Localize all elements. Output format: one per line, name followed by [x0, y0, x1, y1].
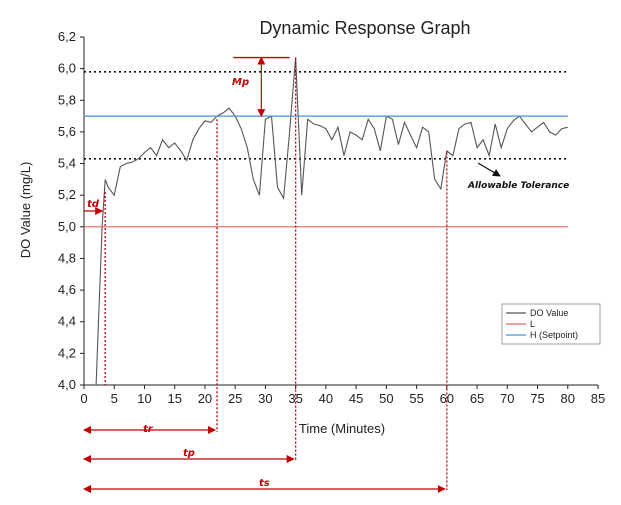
y-tick-label-3: 4,6 [58, 282, 76, 297]
mp-annotation-label: Mp [232, 77, 249, 88]
x-tick-label-14: 70 [500, 391, 514, 406]
x-tick-label-9: 45 [349, 391, 363, 406]
x-tick-label-2: 10 [137, 391, 151, 406]
tr-annotation-label: tr [143, 424, 154, 435]
y-tick-label-10: 6,0 [58, 61, 76, 76]
y-tick-label-11: 6,2 [58, 29, 76, 44]
td-annotation-label: td [87, 199, 100, 210]
plot-area: 0 5 10 15 20 25 30 35 40 45 50 55 60 65 70 75 80 854,04,2… [58, 29, 605, 493]
legend-label-h-setpoint: H (Setpoint) [530, 330, 578, 340]
legend-label-l: L [530, 319, 535, 329]
x-axis-label: Time (Minutes) [299, 421, 385, 436]
series-line-do-value [95, 57, 568, 386]
x-tick-label-11: 55 [409, 391, 423, 406]
legend-label-do-value: DO Value [530, 308, 568, 318]
x-tick-label-0: 0 [80, 391, 87, 406]
y-axis-label: DO Value (mg/L) [18, 162, 33, 259]
x-tick-label-10: 50 [379, 391, 393, 406]
legend: DO Value L H (Setpoint) [501, 303, 601, 345]
y-tick-label-1: 4,2 [58, 345, 76, 360]
y-tick-label-5: 5,0 [58, 219, 76, 234]
x-tick-label-5: 25 [228, 391, 242, 406]
tolerance-arrow [477, 162, 501, 177]
tp-annotation-label: tp [183, 448, 195, 459]
y-tick-label-2: 4,4 [58, 314, 76, 329]
y-tick-label-8: 5,6 [58, 124, 76, 139]
chart-title: Dynamic Response Graph [259, 18, 470, 38]
y-tick-label-4: 4,8 [58, 250, 76, 265]
x-tick-label-17: 85 [591, 391, 605, 406]
x-tick-label-3: 15 [167, 391, 181, 406]
x-tick-label-8: 40 [319, 391, 333, 406]
x-tick-label-16: 80 [561, 391, 575, 406]
y-tick-label-7: 5,4 [58, 156, 76, 171]
ts-annotation-label: ts [259, 478, 270, 489]
x-tick-label-13: 65 [470, 391, 484, 406]
x-tick-label-12: 60 [440, 391, 454, 406]
x-tick-label-6: 30 [258, 391, 272, 406]
x-tick-label-1: 5 [111, 391, 118, 406]
tolerance-annotation-label: Allowable Tolerance [467, 181, 569, 191]
y-tick-label-6: 5,2 [58, 187, 76, 202]
x-tick-label-4: 20 [198, 391, 212, 406]
x-tick-label-15: 75 [530, 391, 544, 406]
y-tick-label-9: 5,8 [58, 92, 76, 107]
y-tick-label-0: 4,0 [58, 377, 76, 392]
